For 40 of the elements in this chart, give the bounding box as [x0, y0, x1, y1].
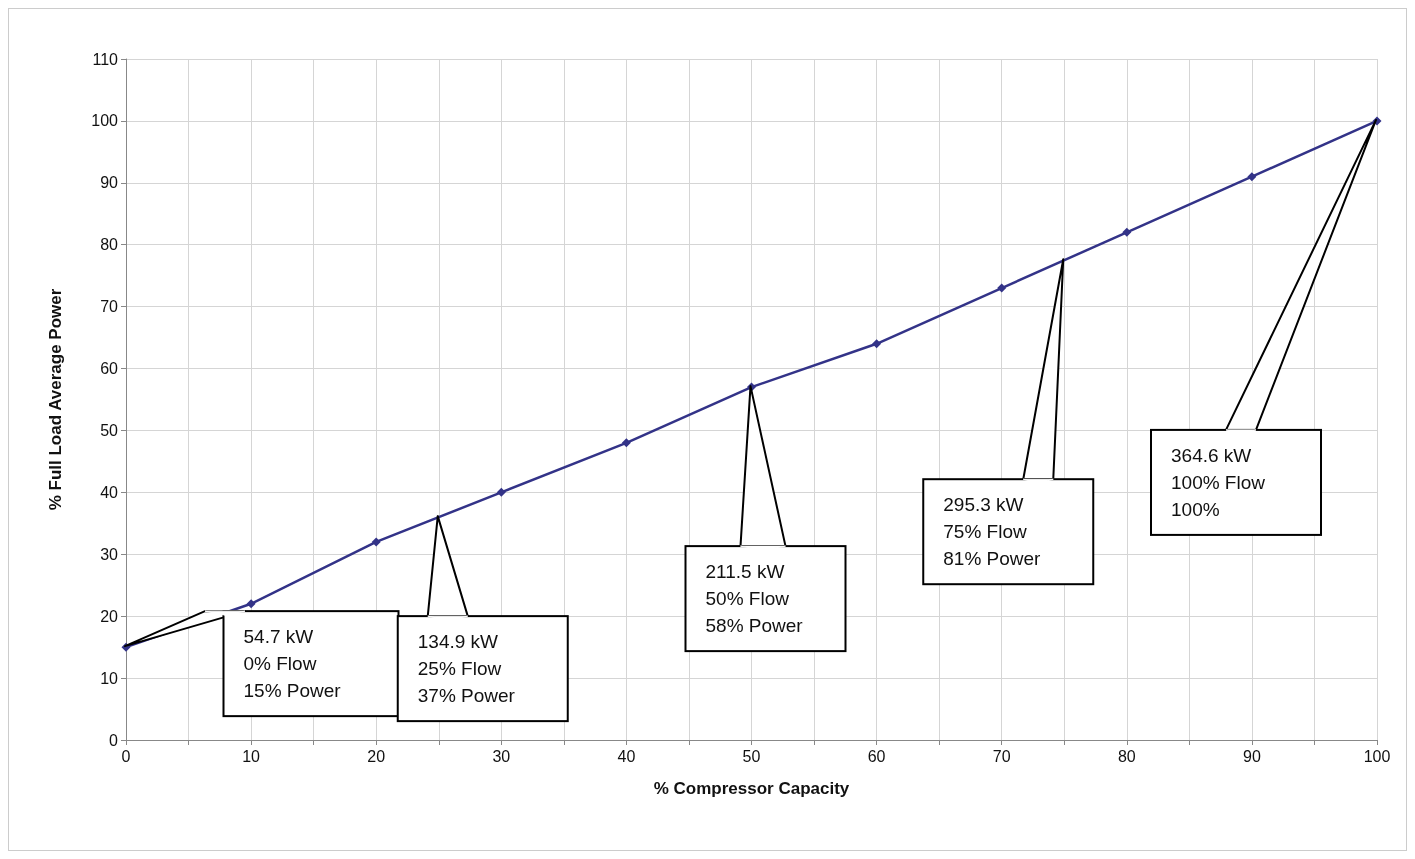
point — [1247, 172, 1257, 182]
annotation: 134.9 kW 25% Flow 37% Power — [417, 631, 516, 707]
y-tick-label: 110 — [92, 50, 119, 68]
y-tick-label: 0 — [109, 731, 119, 749]
x-tick-label: 100 — [1363, 747, 1391, 765]
y-tick-label: 100 — [91, 112, 119, 130]
callout-box: 295.3 kW 75% Flow 81% Power — [922, 258, 1095, 586]
x-tick-label: 90 — [1243, 747, 1261, 765]
point — [496, 487, 506, 497]
x-tick-label: 10 — [242, 747, 261, 765]
annotation: 211.5 kW 50% Flow 58% Power — [705, 561, 804, 637]
point — [872, 339, 882, 349]
x-tick-label: 60 — [867, 747, 886, 765]
x-tick-label: 20 — [367, 747, 386, 765]
x-tick-label: 40 — [617, 747, 636, 765]
y-tick-label: 20 — [100, 607, 119, 625]
annotation: 364.6 kW 100% Flow 100% — [1171, 444, 1266, 520]
callout-box: 211.5 kW 50% Flow 58% Power — [684, 385, 847, 653]
y-tick-label: 60 — [100, 360, 119, 378]
y-tick-label: 50 — [100, 421, 119, 439]
x-axis-title: % Compressor Capacity — [653, 779, 850, 798]
x-tick-label: 70 — [992, 747, 1011, 765]
x-tick-label: 80 — [1117, 747, 1136, 765]
x-tick-label: 30 — [492, 747, 511, 765]
y-tick-label: 10 — [100, 669, 119, 687]
point — [246, 599, 256, 609]
point — [621, 438, 631, 448]
y-tick-label: 70 — [100, 298, 119, 316]
y-tick-label: 90 — [100, 174, 119, 192]
y-axis-title: % Full Load Average Power — [46, 288, 65, 511]
point — [1122, 227, 1132, 237]
y-tick-label: 40 — [100, 483, 119, 501]
x-tick-label: 0 — [121, 747, 131, 765]
annotation: 54.7 kW 0% Flow 15% Power — [243, 626, 342, 702]
point — [997, 283, 1007, 293]
y-tick-label: 30 — [100, 545, 119, 563]
x-tick-label: 50 — [742, 747, 761, 765]
point — [371, 537, 381, 547]
annotation: 295.3 kW 75% Flow 81% Power — [943, 494, 1042, 570]
y-tick-label: 80 — [100, 236, 119, 254]
